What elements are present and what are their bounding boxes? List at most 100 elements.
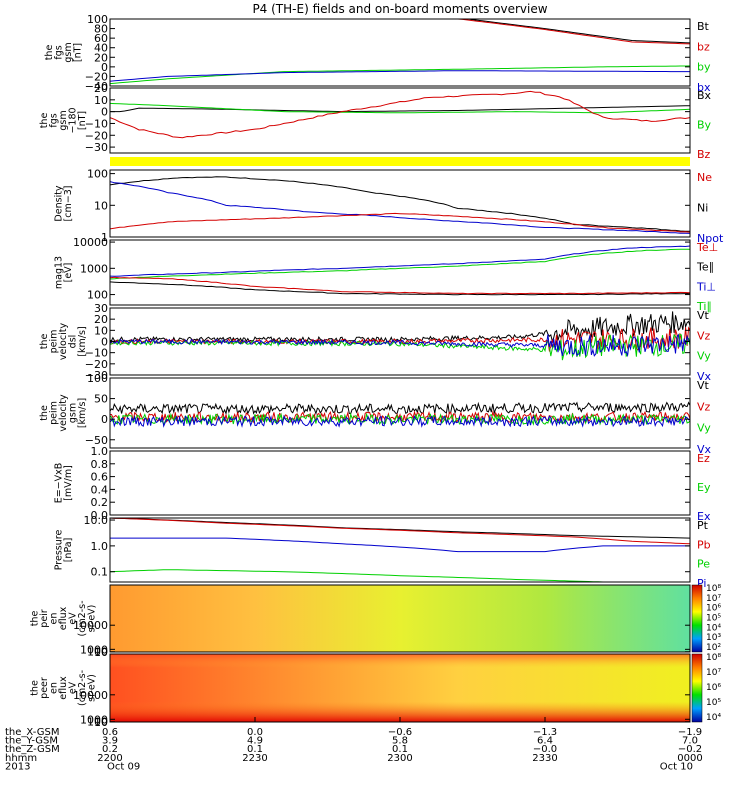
- y-tick-label: 100: [87, 168, 108, 181]
- x-tick-value: 2230: [242, 753, 267, 764]
- y-tick-label: −20: [85, 129, 108, 142]
- y-label-line: [nT]: [72, 43, 83, 62]
- series-Vt: [109, 401, 691, 416]
- y-label-line: sr-eV): [87, 605, 98, 633]
- legend-bz: bz: [697, 40, 710, 53]
- y-label-line: peer: [39, 677, 50, 699]
- legend-Pi: Pi: [697, 577, 706, 590]
- y-label-line: (cm2-s-: [77, 670, 88, 706]
- x-row-label: the_Z-GSM: [5, 744, 60, 755]
- panel-frame: [109, 584, 691, 653]
- x-tick-value: 5.8: [392, 736, 408, 747]
- x-tick-value: −0.0: [533, 744, 557, 755]
- y-tick-label: 80: [94, 23, 108, 36]
- series-bx: [109, 70, 690, 82]
- y-label-line: (cm2-s-: [77, 600, 88, 636]
- y-tick-label: −10: [85, 117, 108, 130]
- panel-frame: [109, 87, 691, 154]
- x-tick-value: 7.0: [682, 736, 698, 747]
- y-label-line: [km/s]: [77, 398, 88, 428]
- x-tick-value: 2200: [97, 753, 122, 764]
- series-Te∥: [109, 281, 691, 296]
- panel-4: 100 10 1 Density[cm−3] Ne Ni Npot: [53, 168, 724, 245]
- figure-title: P4 (TH-E) fields and on-board moments ov…: [252, 2, 547, 16]
- y-label-line: the: [44, 45, 55, 61]
- y-label-line: peim: [49, 330, 60, 354]
- y-tick-label: 100: [87, 13, 108, 26]
- x-tick-value: 3.9: [102, 736, 118, 747]
- x-tick-value: 2330: [532, 753, 557, 764]
- x-row-label: 2013: [5, 761, 30, 772]
- y-tick-label: 10.0: [84, 514, 109, 527]
- y-tick-label: 10: [94, 324, 108, 337]
- y-tick-label: 100: [87, 646, 108, 659]
- x-tick-value: −0.2: [678, 744, 702, 755]
- x-tick-value: −0.6: [388, 727, 412, 738]
- y-tick-label: −30: [85, 141, 108, 154]
- y-label-line: mag13: [53, 256, 64, 289]
- y-tick-label: 20: [94, 51, 108, 64]
- y-label-line: the: [39, 405, 50, 421]
- y-tick-label: 10: [94, 646, 108, 659]
- x-tick-value: Oct 10: [660, 761, 693, 772]
- series-Ni: [109, 176, 690, 232]
- series-Vx: [109, 414, 690, 428]
- series-Pi: [110, 537, 690, 553]
- panels: 100806040200−20−40thefgsgsm[nT]Btbzbybx2…: [30, 13, 724, 729]
- legend-By: By: [697, 119, 712, 132]
- colorbar-tick: 10⁵: [706, 614, 721, 624]
- y-label-line: [cm−3]: [63, 186, 74, 222]
- colorbar: [691, 584, 703, 653]
- series-Vy: [109, 333, 691, 361]
- legend-Bt: Bt: [697, 20, 710, 33]
- y-label-line: sr-eV): [87, 674, 98, 702]
- legend-Npot: Npot: [697, 232, 724, 245]
- panel-3: [110, 157, 690, 166]
- y-label-line: gsm: [68, 403, 79, 423]
- colorbar-tick: 10⁶: [706, 604, 721, 614]
- y-label-line: peim: [49, 401, 60, 425]
- legend-Ne: Ne: [697, 171, 712, 184]
- colorbar-tick: 10⁴: [706, 623, 721, 633]
- series-Te⊥: [109, 276, 691, 295]
- y-tick-label: 10: [94, 94, 108, 107]
- y-label-line: [nT]: [77, 111, 88, 130]
- panel-background: [110, 88, 690, 153]
- legend-Pe: Pe: [697, 558, 710, 571]
- y-label-line: [km/s]: [77, 326, 88, 356]
- y-tick-label: 0.8: [91, 458, 109, 471]
- y-tick-label: 50: [94, 393, 108, 406]
- y-tick-label: 20: [94, 82, 108, 95]
- legend-Vy: Vy: [697, 350, 711, 363]
- colorbar-tick: 10⁸: [706, 653, 721, 663]
- x-tick-value: −1.3: [533, 727, 557, 738]
- y-axis-label: Pressure[nPa]: [53, 530, 74, 571]
- y-tick-label: 10000: [73, 236, 108, 249]
- legend-Te∥: Te∥: [696, 261, 714, 274]
- x-tick-value: Oct 09: [107, 761, 140, 772]
- y-tick-label: 40: [94, 42, 108, 55]
- series-Pb: [109, 517, 691, 545]
- y-tick-label: 10000: [73, 619, 108, 632]
- y-tick-label: 60: [94, 32, 108, 45]
- y-axis-label: Density[cm−3]: [53, 185, 74, 221]
- y-label-line: eV: [68, 681, 79, 694]
- y-label-line: the: [39, 113, 50, 129]
- legend-Vy: Vy: [697, 422, 711, 435]
- y-tick-label: 30: [94, 302, 108, 315]
- colorbar: [691, 653, 703, 723]
- y-tick-label: 100: [87, 289, 108, 302]
- legend-Vx: Vx: [697, 443, 712, 456]
- y-tick-label: 10: [94, 199, 108, 212]
- panel-frame: [109, 377, 691, 449]
- series-Vx: [109, 333, 691, 358]
